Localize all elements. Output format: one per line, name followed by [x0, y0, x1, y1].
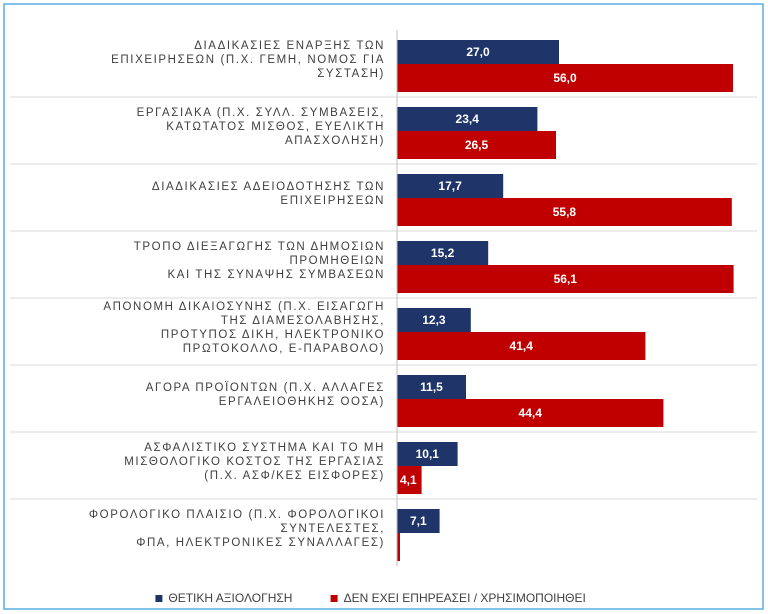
- value-label: 11,5: [420, 380, 443, 394]
- category-label: ΑΠΟΝΟΜΗ ΔΙΚΑΙΟΣΥΝΗΣ (Π.Χ. ΕΙΣΑΓΩΓΗ ΤΗΣ Δ…: [103, 300, 385, 355]
- value-label: 55,8: [553, 205, 577, 219]
- value-label: 10,1: [416, 447, 440, 461]
- frame: [3, 3, 764, 610]
- bar: [397, 265, 734, 293]
- bar: [397, 198, 732, 226]
- value-label: 7,1: [410, 514, 427, 528]
- category-label: ΤΡΟΠΟ ΔΙΕΞΑΓΩΓΗΣ ΤΩΝ ΔΗΜΟΣΙΩΝ ΠΡΟΜΗΘΕΙΩΝ…: [133, 240, 385, 281]
- bar: [397, 107, 538, 131]
- bar: [397, 308, 471, 332]
- bar: [397, 40, 559, 64]
- value-label: 4,1: [400, 473, 417, 487]
- bar: [397, 399, 664, 427]
- legend-label: ΔΕΝ ΕΧΕΙ ΕΠΗΡΕΑΣΕΙ / ΧΡΗΣΙΜΟΠΟΙΗΘΕΙ: [344, 591, 586, 605]
- value-label: 15,2: [431, 246, 455, 260]
- category-label: ΕΡΓΑΣΙΑΚΑ (Π.Χ. ΣΥΛΛ. ΣΥΜΒΑΣΕΙΣ, ΚΑΤΩΤΑΤ…: [136, 106, 385, 147]
- legend-swatch: [330, 595, 338, 602]
- value-label: 26,5: [465, 138, 489, 152]
- value-label: 23,4: [456, 112, 480, 126]
- bar: [397, 509, 440, 533]
- bar: [397, 533, 400, 561]
- bar: [397, 442, 458, 466]
- value-label: 17,7: [438, 179, 462, 193]
- bar: [397, 466, 422, 494]
- value-label: 44,4: [519, 406, 543, 420]
- legend-swatch: [155, 595, 163, 602]
- category-label: ΔΙΑΔΙΚΑΣΙΕΣ ΑΔΕΙΟΔΟΤΗΣΗΣ ΤΩΝ ΕΠΙΧΕΙΡΗΣΕΩ…: [151, 180, 385, 207]
- category-label: ΦΟΡΟΛΟΓΙΚΟ ΠΛΑΙΣΙΟ (Π.Χ. ΦΟΡΟΛΟΓΙΚΟΙ ΣΥΝ…: [88, 508, 385, 549]
- bar: [397, 131, 556, 159]
- bar: [397, 375, 466, 399]
- bar: [397, 332, 646, 360]
- value-label: 56,0: [553, 71, 577, 85]
- value-label: 27,0: [466, 45, 490, 59]
- value-label: 56,1: [554, 272, 578, 286]
- category-label: ΔΙΑΔΙΚΑΣΙΕΣ ΕΝΑΡΞΗΣ ΤΩΝ ΕΠΙΧΕΙΡΗΣΕΩΝ (Π.…: [111, 39, 385, 80]
- value-label: 41,4: [510, 339, 534, 353]
- bar: [397, 174, 504, 198]
- bar: [397, 64, 733, 92]
- category-label: ΑΓΟΡΑ ΠΡΟΪΟΝΤΩΝ (Π.Χ. ΑΛΛΑΓΕΣ ΕΡΓΑΛΕΙΟΘΗ…: [145, 381, 385, 408]
- value-label: 12,3: [422, 313, 446, 327]
- category-label: ΑΣΦΑΛΙΣΤΙΚΟ ΣΥΣΤΗΜΑ ΚΑΙ ΤΟ ΜΗ ΜΙΣΘΟΛΟΓΙΚ…: [124, 441, 385, 482]
- legend-label: ΘΕΤΙΚΗ ΑΞΙΟΛΟΓΗΣΗ: [168, 591, 292, 605]
- bar: [397, 241, 489, 265]
